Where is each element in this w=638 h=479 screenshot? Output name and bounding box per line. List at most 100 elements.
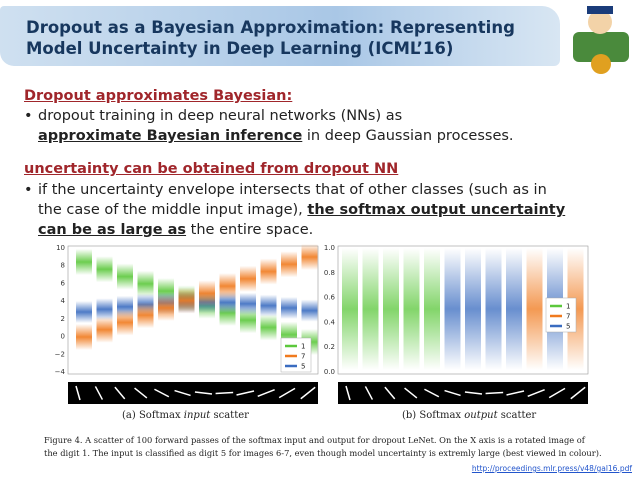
text: the entire space. (186, 222, 314, 238)
digit (404, 387, 418, 399)
digit-strip (338, 382, 588, 404)
y-tick-label: 10 (56, 244, 65, 252)
digit (464, 391, 483, 395)
panel-caption: (a) Softmax input scatter (122, 410, 249, 421)
figure-caption: the digit 1. The input is classified as … (44, 448, 602, 458)
digit (75, 385, 81, 401)
title-band (0, 6, 560, 66)
scatter-band (76, 301, 92, 323)
text: the case of the middle input image), (38, 202, 308, 218)
scatter-band (199, 280, 215, 307)
digit (300, 386, 316, 400)
digit (114, 386, 126, 400)
text: scatter (210, 410, 249, 421)
emphasis: approximate Bayesian inference (38, 128, 303, 144)
section-heading: Dropout approximates Bayesian: (24, 88, 293, 104)
bullet: • (24, 108, 33, 124)
scatter-band (240, 265, 256, 292)
text: (a) Softmax (122, 410, 184, 421)
digit (485, 391, 504, 395)
link[interactable]: http://proceedings.mlr.press/v48/gal16.p… (471, 464, 632, 473)
scatter-band (158, 294, 174, 321)
y-tick-label: 1.0 (324, 244, 335, 252)
digit-strip (68, 382, 318, 404)
bullet-text: dropout training in deep neural networks… (38, 108, 403, 124)
panel-caption: (b) Softmax output scatter (402, 410, 536, 421)
digit (506, 390, 525, 396)
bullet-text: approximate Bayesian inference in deep G… (38, 128, 514, 144)
digit (194, 391, 213, 395)
digit (134, 387, 148, 399)
legend-label: 1 (566, 303, 570, 311)
scatter-band (301, 244, 318, 270)
legend-label: 7 (566, 313, 570, 321)
digit (215, 391, 234, 395)
scatter-band (96, 316, 113, 343)
text: output (464, 410, 498, 421)
scatter-band (178, 287, 195, 314)
scatter-band (342, 248, 358, 370)
scatter-band (465, 248, 481, 370)
digit (345, 385, 351, 401)
digit (548, 387, 566, 399)
scatter-band (485, 248, 502, 370)
figure-caption: Figure 4. A scatter of 100 forward passe… (44, 435, 585, 445)
scatter-band (362, 248, 379, 370)
text: input (183, 410, 211, 421)
scatter-band (137, 302, 154, 329)
y-tick-label: 0.0 (324, 368, 335, 376)
legend-label: 5 (566, 323, 570, 331)
scatter-band (383, 248, 399, 370)
scatter-band (506, 248, 522, 370)
y-tick-label: 0.2 (324, 343, 335, 351)
bullet-text: the case of the middle input image), the… (38, 202, 565, 218)
digit (364, 386, 374, 400)
scatter-band (96, 298, 113, 321)
scatter-band (281, 251, 297, 278)
y-tick-label: −4 (55, 368, 66, 376)
y-tick-label: 6 (61, 279, 66, 287)
legend-label: 5 (301, 363, 305, 371)
scatter-band (260, 258, 277, 285)
scatter-band (281, 296, 297, 319)
y-tick-label: 0 (61, 333, 65, 341)
scatter-band (240, 292, 256, 315)
scatter-band (117, 309, 133, 336)
bullet-text: can be as large as the entire space. (38, 222, 313, 238)
text: (b) Softmax (402, 410, 465, 421)
scatter-band (526, 248, 543, 370)
digit (527, 388, 545, 398)
scatter-band (260, 314, 277, 341)
y-tick-label: 8 (61, 262, 65, 270)
scatter-band (137, 270, 154, 297)
figure: 10 8 6 4 2 0 −2 −4 1.0 0.8 0.6 0.4 0.2 0.0 1 7 5 1 7 5 (55, 244, 589, 404)
title-line: Model Uncertainty in Deep Learning (ICML… (26, 39, 454, 58)
digit (384, 386, 396, 400)
scatter-band (117, 263, 133, 290)
section-heading: uncertainty can be obtained from dropout… (24, 161, 399, 177)
legend-label: 1 (301, 343, 305, 351)
digit (257, 388, 275, 398)
digit (424, 388, 440, 398)
y-tick-label: −2 (55, 350, 65, 358)
y-tick-label: 0.6 (324, 294, 336, 302)
y-tick-label: 2 (61, 315, 65, 323)
text: scatter (497, 410, 537, 421)
scatter-band (219, 273, 236, 300)
scatter-band (403, 248, 420, 370)
digit (570, 386, 586, 400)
legend-label: 7 (301, 353, 305, 361)
scatter-band (260, 294, 277, 317)
scatter-band (444, 248, 461, 370)
digit (154, 388, 170, 398)
emphasis: the softmax output uncertainty (307, 202, 566, 218)
digit (174, 389, 191, 397)
y-tick-label: 4 (61, 297, 66, 305)
digit (278, 387, 296, 399)
scatter-band (76, 249, 92, 275)
scatter-band (301, 299, 318, 322)
text: in deep Gaussian processes. (302, 128, 514, 144)
y-tick-label: 0.4 (324, 318, 336, 326)
scatter-band (96, 256, 113, 283)
